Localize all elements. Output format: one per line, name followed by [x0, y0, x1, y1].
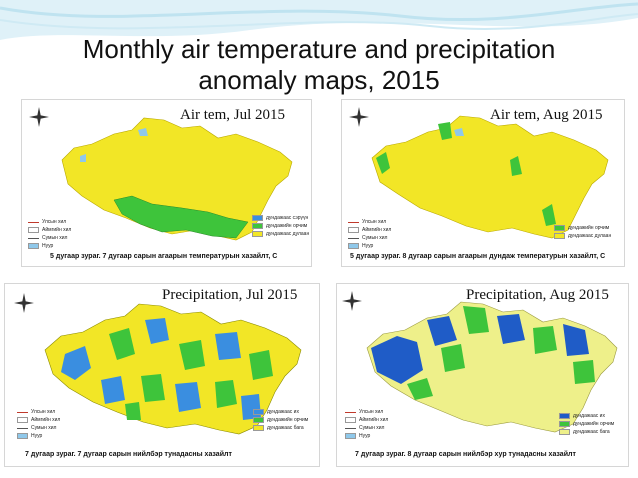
map-label: Air tem, Jul 2015 — [180, 107, 285, 123]
map-label: Precipitation, Aug 2015 — [466, 287, 609, 303]
map-label: Air tem, Aug 2015 — [490, 107, 603, 123]
mongolia-map — [366, 301, 618, 433]
map-panel-precip-jul: Precipitation, Jul 2015 Улсын хил Аймгий… — [4, 283, 320, 467]
legend-row: дундажаас дулаан — [554, 232, 611, 240]
legend-row: Нуур — [17, 432, 60, 440]
legend-row: Аймгийн хил — [345, 416, 388, 424]
title-line-1: Monthly air temperature and precipitatio… — [82, 34, 556, 64]
legend-row: дундажаас бага — [253, 424, 308, 432]
legend-row: Аймгийн хил — [28, 226, 71, 234]
legend-classes: дундажаас сэрүүн дундажийн орчим дундажа… — [252, 214, 309, 238]
legend-row: дундажаас их — [253, 408, 308, 416]
legend-row: дундажийн орчим — [559, 420, 614, 428]
compass-rose-icon — [341, 290, 363, 314]
map-label: Precipitation, Jul 2015 — [162, 287, 298, 303]
map-panel-precip-aug: Precipitation, Aug 2015 Улсын хил Аймгий… — [336, 283, 629, 467]
legend-row: дундажаас сэрүүн — [252, 214, 309, 222]
legend-row: дундажийн орчим — [252, 222, 309, 230]
slide-title: Monthly air temperature and precipitatio… — [0, 34, 638, 96]
legend-classes: дундажаас их дундажийн орчим дундажаас б… — [253, 408, 308, 432]
compass-rose-icon — [348, 106, 370, 130]
mongolia-map — [61, 117, 293, 241]
map-caption: 5 дугаар зураг. 7 дугаар сарын агаарын т… — [50, 253, 278, 260]
map-panel-air-jul: Air tem, Jul 2015 Улсын хил Аймгийн хил … — [21, 99, 312, 267]
legend-row: дундажийн орчим — [253, 416, 308, 424]
legend-row: Улсын хил — [348, 218, 391, 226]
compass-rose-icon — [28, 106, 50, 130]
legend-row: дундажаас их — [559, 412, 614, 420]
legend-classes: дундажийн орчим дундажаас дулаан — [554, 224, 611, 240]
legend-row: Улсын хил — [28, 218, 71, 226]
legend-row: Нуур — [348, 242, 391, 250]
legend-row: Улсын хил — [17, 408, 60, 416]
mongolia-map — [371, 115, 609, 239]
map-caption: 7 дугаар зураг. 7 дугаар сарын нийлбэр т… — [25, 451, 232, 458]
legend-borders: Улсын хил Аймгийн хил Сумын хил Нуур — [17, 408, 60, 440]
map-caption: 5 дугаар зураг. 8 дугаар сарын агаарын д… — [350, 253, 606, 260]
compass-rose-icon — [13, 292, 35, 316]
legend-row: Нуур — [28, 242, 71, 250]
legend-row: Улсын хил — [345, 408, 388, 416]
legend-row: Сумын хил — [345, 424, 388, 432]
mongolia-map — [44, 303, 302, 435]
background-swoosh — [0, 0, 638, 40]
legend-row: дундажаас дулаан — [252, 230, 309, 238]
map-panel-air-aug: Air tem, Aug 2015 Улсын хил Аймгийн хил … — [341, 99, 625, 267]
legend-row: Сумын хил — [28, 234, 71, 242]
title-line-2: anomaly maps, 2015 — [198, 65, 440, 95]
legend-row: дундажийн орчим — [554, 224, 611, 232]
map-caption: 7 дугаар зураг. 8 дугаар сарын нийлбэр х… — [355, 451, 576, 458]
legend-row: Сумын хил — [348, 234, 391, 242]
legend-borders: Улсын хил Аймгийн хил Сумын хил Нуур — [28, 218, 71, 250]
legend-row: дундажаас бага — [559, 428, 614, 436]
legend-borders: Улсын хил Аймгийн хил Сумын хил Нуур — [348, 218, 391, 250]
legend-borders: Улсын хил Аймгийн хил Сумын хил Нуур — [345, 408, 388, 440]
legend-classes: дундажаас их дундажийн орчим дундажаас б… — [559, 412, 614, 436]
legend-row: Аймгийн хил — [17, 416, 60, 424]
legend-row: Аймгийн хил — [348, 226, 391, 234]
legend-row: Сумын хил — [17, 424, 60, 432]
legend-row: Нуур — [345, 432, 388, 440]
